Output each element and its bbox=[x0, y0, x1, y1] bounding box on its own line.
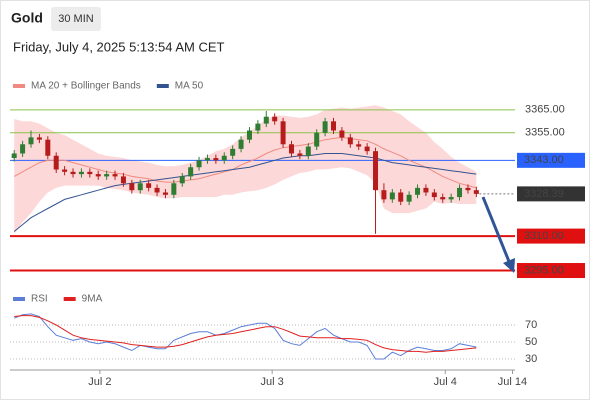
candle-body bbox=[465, 187, 471, 191]
candle-body bbox=[373, 151, 379, 191]
candle-body bbox=[171, 183, 177, 195]
candle-body bbox=[431, 192, 437, 198]
plot: 3365.00 3355.00 3343.00 3310.00 3295.00 3328.… bbox=[10, 81, 585, 388]
candle-body bbox=[28, 137, 34, 145]
x-tick-label: Jul 4 bbox=[434, 376, 457, 388]
candle-body bbox=[272, 116, 278, 122]
candle-body bbox=[36, 137, 42, 140]
candle-body bbox=[62, 169, 68, 172]
candle-body bbox=[53, 155, 59, 170]
candle-body bbox=[381, 190, 387, 200]
candle-body bbox=[406, 194, 412, 202]
candle-body bbox=[280, 121, 286, 145]
x-tick-label: Jul 2 bbox=[88, 376, 111, 388]
interval-label[interactable]: 30 MIN bbox=[58, 13, 94, 25]
legend-label: MA 50 bbox=[175, 81, 204, 92]
candle-body bbox=[95, 174, 101, 177]
last-price-label: 3328.39 bbox=[524, 188, 564, 200]
level-label: 3365.00 bbox=[525, 104, 565, 116]
candle-body bbox=[104, 174, 110, 177]
level-label: 3343.00 bbox=[524, 154, 564, 166]
candle-body bbox=[263, 116, 269, 124]
legend-label: RSI bbox=[31, 294, 48, 305]
candle-body bbox=[221, 155, 227, 161]
candle-body bbox=[331, 121, 337, 131]
candle-body bbox=[45, 139, 51, 156]
candle-body bbox=[415, 187, 421, 195]
level-label: 3355.00 bbox=[525, 127, 565, 139]
candle-body bbox=[448, 197, 454, 200]
candle-body bbox=[356, 144, 362, 147]
level-label-box bbox=[517, 228, 585, 244]
candle-body bbox=[314, 132, 320, 147]
indicator-line bbox=[14, 315, 477, 353]
candle-body bbox=[196, 160, 202, 168]
candle-body bbox=[389, 192, 395, 200]
candle-body bbox=[288, 144, 294, 154]
legend-swatch bbox=[63, 297, 76, 301]
candle-body bbox=[137, 183, 143, 191]
y-tick-label: 30 bbox=[525, 353, 537, 365]
candle-body bbox=[78, 171, 84, 175]
candle-body bbox=[423, 187, 429, 193]
y-tick-label: 70 bbox=[525, 319, 537, 331]
candle-body bbox=[213, 158, 219, 161]
candle-body bbox=[154, 187, 160, 193]
candle-body bbox=[305, 146, 311, 156]
legend-swatch bbox=[13, 84, 25, 88]
candle-body bbox=[364, 146, 370, 152]
candle-body bbox=[230, 148, 236, 156]
level-label: 3310.00 bbox=[524, 230, 564, 242]
y-tick-label: 50 bbox=[525, 336, 537, 348]
x-tick-label: Jul 3 bbox=[261, 376, 284, 388]
candle-body bbox=[129, 183, 135, 191]
candle-body bbox=[238, 139, 244, 149]
candle-body bbox=[11, 153, 17, 159]
timestamp: Friday, July 4, 2025 5:13:54 AM CET bbox=[13, 39, 225, 54]
interval-button[interactable] bbox=[51, 7, 101, 31]
candle-body bbox=[20, 144, 26, 154]
candle-body bbox=[120, 176, 126, 184]
legend-label: 9MA bbox=[82, 294, 103, 305]
candle-body bbox=[204, 158, 210, 161]
indicator-line bbox=[14, 313, 477, 360]
candle-body bbox=[347, 137, 353, 145]
bollinger-band bbox=[14, 105, 477, 234]
candle-body bbox=[146, 183, 152, 188]
candle-body bbox=[255, 123, 261, 131]
candle-body bbox=[457, 187, 463, 198]
level-label: 3295.00 bbox=[524, 264, 564, 276]
candle-body bbox=[297, 153, 303, 156]
level-label-box bbox=[517, 152, 585, 168]
candle-body bbox=[112, 174, 118, 177]
moving-average bbox=[13, 153, 477, 232]
candle-body bbox=[440, 197, 446, 200]
x-tick-label: Jul 14 bbox=[498, 376, 527, 388]
last-price-box bbox=[517, 186, 585, 202]
candle-body bbox=[339, 130, 345, 138]
candle-body bbox=[398, 192, 404, 202]
candle-body bbox=[70, 171, 76, 175]
forecast-arrow bbox=[481, 196, 512, 265]
candle-body bbox=[179, 176, 185, 184]
legend-swatch bbox=[13, 297, 25, 301]
candle-body bbox=[322, 121, 328, 133]
candle-body bbox=[473, 190, 479, 194]
candle-body bbox=[162, 192, 168, 195]
candle-body bbox=[87, 171, 93, 175]
arrow-head bbox=[503, 258, 515, 273]
candle-body bbox=[188, 167, 194, 177]
legend-swatch bbox=[156, 84, 169, 88]
moving-average bbox=[13, 136, 477, 189]
level-label-box bbox=[517, 263, 585, 279]
symbol: Gold bbox=[11, 10, 43, 26]
legend-label: MA 20 + Bollinger Bands bbox=[31, 81, 141, 92]
candle-body bbox=[246, 130, 252, 140]
